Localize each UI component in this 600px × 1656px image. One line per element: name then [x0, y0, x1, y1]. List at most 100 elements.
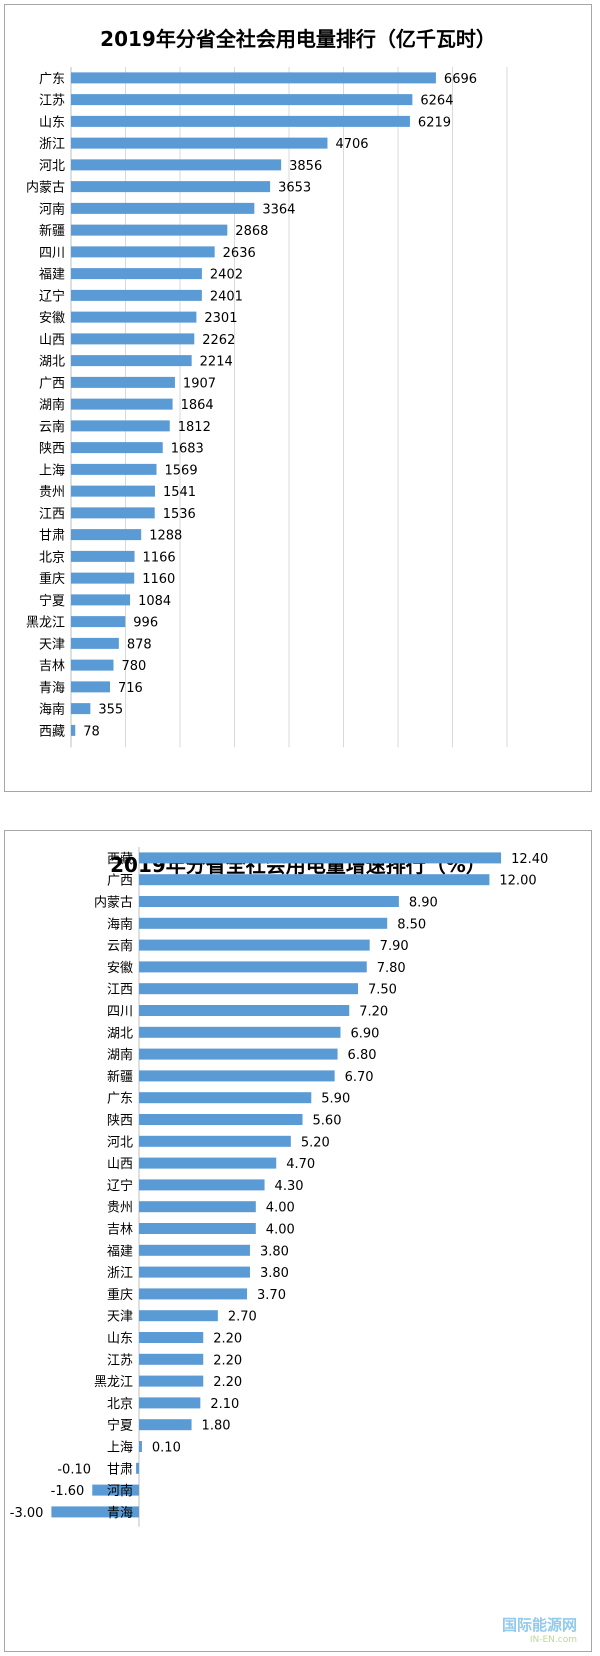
- category-label: 山西: [107, 1157, 133, 1172]
- data-label: 3.80: [260, 1244, 289, 1259]
- data-label: 2402: [210, 268, 243, 283]
- category-label: 海南: [107, 916, 133, 932]
- data-label: 8.50: [397, 917, 426, 932]
- bar: [71, 311, 197, 323]
- bar: [71, 159, 282, 171]
- category-label: 江西: [39, 507, 65, 522]
- category-label: 山东: [107, 1332, 133, 1347]
- category-label: 陕西: [39, 442, 65, 457]
- bar: [71, 137, 328, 149]
- data-label: 1569: [165, 463, 198, 478]
- category-label: 贵州: [39, 485, 65, 500]
- category-label: 湖南: [39, 397, 65, 413]
- category-label: 浙江: [39, 137, 65, 152]
- bar: [71, 616, 126, 628]
- data-label: 1907: [183, 376, 216, 391]
- bar: [71, 659, 114, 671]
- category-label: 福建: [39, 268, 65, 283]
- bar: [139, 1223, 256, 1234]
- category-label: 内蒙古: [94, 895, 133, 911]
- bar: [136, 1462, 139, 1474]
- bar: [71, 529, 142, 541]
- bar: [71, 442, 163, 454]
- data-label: 1812: [178, 420, 211, 435]
- category-label: 河南: [107, 1483, 133, 1499]
- chart2-plot: 西藏 12.40 广西 12.00 内蒙古 8.90 海南 8.50 云南 7.90 安徽 7.80 江…: [10, 847, 548, 1527]
- data-label: -0.10: [57, 1462, 91, 1477]
- bar: [139, 1026, 341, 1038]
- data-label: 3.70: [257, 1288, 286, 1303]
- chart-title: 2019年分省全社会用电量排行（亿千瓦时）: [100, 27, 496, 51]
- data-label: 12.00: [499, 874, 536, 889]
- data-label: 7.20: [359, 1005, 388, 1020]
- bar: [71, 224, 228, 236]
- bar: [71, 681, 111, 693]
- data-label: 6.70: [345, 1070, 374, 1085]
- bar: [71, 724, 76, 736]
- bar: [71, 181, 271, 193]
- bar: [139, 1244, 250, 1256]
- bar: [139, 1310, 218, 1322]
- bar: [71, 637, 119, 649]
- data-label: 5.60: [313, 1114, 342, 1129]
- data-label: 1160: [142, 572, 175, 587]
- bar: [71, 115, 410, 127]
- bar: [139, 1135, 291, 1147]
- data-label: 1683: [171, 442, 204, 457]
- data-label: 4706: [335, 137, 368, 152]
- bar: [71, 420, 170, 432]
- data-label: 5.90: [321, 1092, 350, 1107]
- bar: [139, 1266, 250, 1278]
- bar: [71, 703, 91, 715]
- category-label: 黑龙江: [94, 1375, 133, 1390]
- data-label: 3364: [262, 202, 295, 217]
- data-label: 2301: [204, 311, 237, 326]
- data-label: 0.10: [152, 1441, 181, 1456]
- data-label: -3.00: [10, 1506, 44, 1521]
- bar: [139, 852, 502, 864]
- bar: [139, 874, 490, 886]
- bar: [71, 507, 155, 519]
- bar: [71, 289, 202, 301]
- bar: [139, 1375, 204, 1387]
- watermark-logo: 国际能源网 IN-EN.com: [502, 1614, 577, 1645]
- bar: [71, 594, 131, 606]
- category-label: 河南: [39, 201, 65, 217]
- category-label: 山东: [39, 115, 65, 130]
- data-label: 2.70: [228, 1310, 257, 1325]
- data-label: 1.80: [202, 1419, 231, 1434]
- data-label: 716: [118, 681, 143, 696]
- bar: [139, 1005, 350, 1016]
- category-label: 云南: [107, 938, 133, 954]
- category-label: 西藏: [39, 724, 65, 739]
- category-label: 上海: [107, 1441, 133, 1456]
- bar: [139, 1114, 303, 1125]
- bar: [139, 1201, 256, 1213]
- watermark-line1: 国际能源网: [501, 1616, 577, 1634]
- data-label: 2868: [235, 224, 268, 239]
- bar: [71, 398, 173, 410]
- category-label: 江苏: [107, 1352, 133, 1368]
- bar: [71, 376, 175, 388]
- bar: [139, 939, 370, 951]
- data-label: 1288: [149, 529, 182, 544]
- bar: [139, 1048, 338, 1060]
- data-label: 878: [127, 637, 152, 652]
- category-label: 新疆: [39, 223, 65, 239]
- category-label: 重庆: [39, 571, 65, 587]
- bar: [71, 246, 215, 258]
- data-label: 1864: [181, 398, 214, 413]
- category-label: 四川: [107, 1005, 133, 1020]
- data-label: 3856: [289, 159, 322, 174]
- category-label: 海南: [39, 702, 65, 718]
- category-label: 湖南: [107, 1047, 133, 1063]
- data-label: 7.90: [380, 939, 409, 954]
- data-label: -1.60: [51, 1484, 85, 1499]
- category-label: 甘肃: [39, 529, 65, 544]
- bar: [92, 1484, 139, 1496]
- category-label: 辽宁: [39, 288, 65, 304]
- data-label: 3.80: [260, 1266, 289, 1281]
- bar: [139, 1179, 265, 1191]
- category-label: 宁夏: [39, 593, 65, 609]
- bar: [139, 917, 388, 929]
